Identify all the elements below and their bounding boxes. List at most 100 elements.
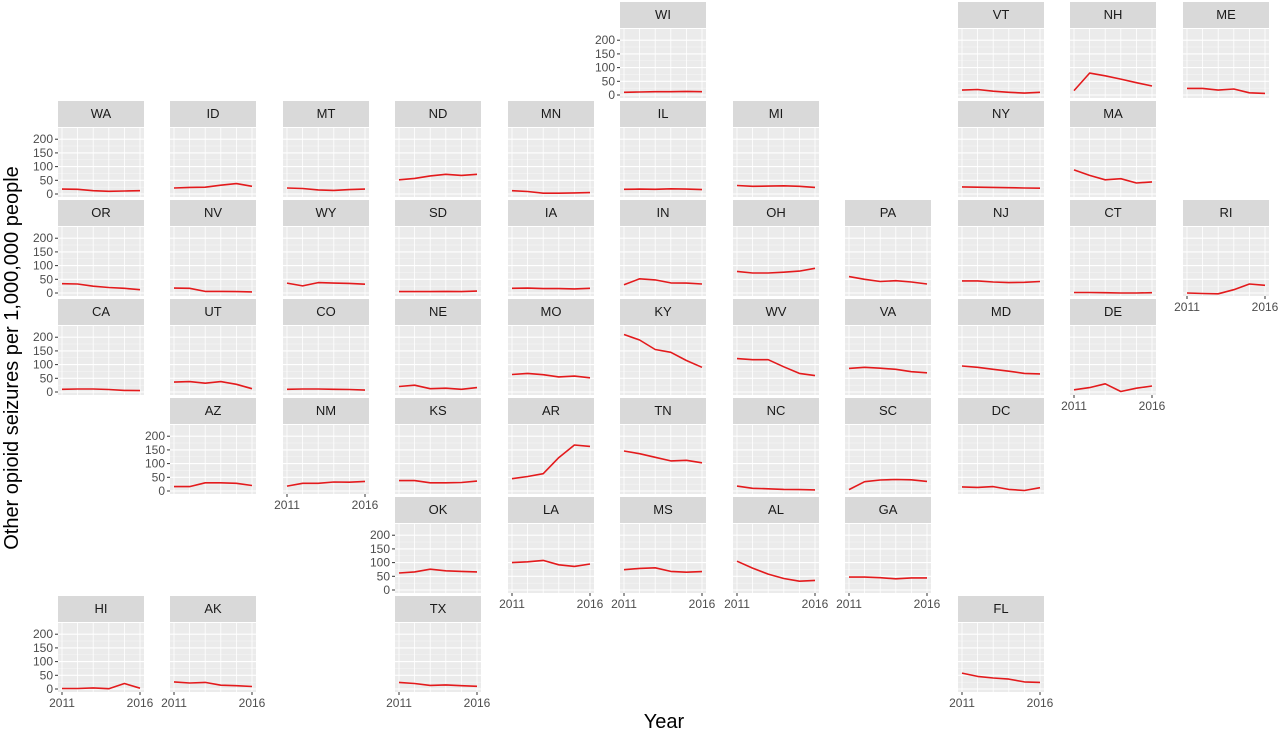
y-tick-label: 150 xyxy=(33,245,53,259)
facet-panel-background xyxy=(733,524,819,593)
series-line xyxy=(173,182,253,189)
facet-strip xyxy=(395,398,481,424)
x-axis-title: Year xyxy=(644,711,685,732)
facet-strip xyxy=(395,299,481,325)
facet-panel-background xyxy=(395,524,481,593)
facet-sd: SD xyxy=(395,200,481,296)
facet-strip-label: CO xyxy=(316,304,336,319)
series-line xyxy=(511,189,591,194)
facet-strip-label: SC xyxy=(879,403,897,418)
facet-panel-background xyxy=(620,524,706,593)
x-tick-label: 2011 xyxy=(1061,399,1087,413)
facet-panel-background xyxy=(58,326,144,395)
x-tick-label: 2011 xyxy=(274,498,300,512)
facet-strip xyxy=(620,497,706,523)
y-tick-label: 200 xyxy=(33,132,53,146)
facet-strip-label: NE xyxy=(429,304,447,319)
facet-strip xyxy=(283,299,369,325)
facet-panel-background xyxy=(845,425,931,494)
facet-strip xyxy=(508,200,594,226)
facet-strip xyxy=(1183,2,1269,28)
series-line xyxy=(623,333,703,369)
y-tick-label: 50 xyxy=(40,668,54,682)
facet-strip xyxy=(170,398,256,424)
facet-panel-background xyxy=(395,326,481,395)
x-tick-label: 2011 xyxy=(949,696,975,710)
facet-nm: NM 2011 2016 xyxy=(274,398,379,512)
facet-strip xyxy=(845,299,931,325)
facet-strip-label: MS xyxy=(653,502,673,517)
y-tick-label: 200 xyxy=(33,330,53,344)
x-tick-label: 2016 xyxy=(914,597,941,611)
facet-mt: MT xyxy=(283,101,369,197)
facet-strip-label: ME xyxy=(1216,7,1236,22)
facet-panel-background xyxy=(395,425,481,494)
facet-panel-background xyxy=(508,524,594,593)
x-tick-label: 2016 xyxy=(577,597,604,611)
facet-strip-label: IA xyxy=(545,205,558,220)
series-line xyxy=(173,287,253,293)
x-tick-label: 2011 xyxy=(611,597,637,611)
facet-strip-label: NV xyxy=(204,205,222,220)
facet-nv: NV xyxy=(170,200,256,296)
x-tick-label: 2016 xyxy=(1027,696,1054,710)
series-line xyxy=(511,372,591,379)
facet-strip-label: DE xyxy=(1104,304,1122,319)
x-tick-label: 2016 xyxy=(1252,300,1279,314)
facet-nj: NJ xyxy=(958,200,1044,296)
facet-vt: VT xyxy=(958,2,1044,98)
facet-strip-label: VA xyxy=(880,304,897,319)
facet-ak: AK 2011 2016 xyxy=(161,596,266,710)
facet-nh: NH xyxy=(1070,2,1156,98)
x-tick-label: 2011 xyxy=(499,597,525,611)
series-line xyxy=(173,681,253,688)
series-line xyxy=(398,384,478,391)
facet-panel-background xyxy=(845,524,931,593)
x-tick-label: 2016 xyxy=(464,696,491,710)
facet-strip xyxy=(845,200,931,226)
y-tick-label: 100 xyxy=(33,358,53,372)
facet-strip xyxy=(1070,2,1156,28)
facet-panel-background xyxy=(845,326,931,395)
series-line xyxy=(961,672,1041,684)
facet-strip-label: DC xyxy=(992,403,1011,418)
y-tick-label: 200 xyxy=(595,33,615,47)
y-tick-label: 0 xyxy=(46,385,53,399)
facet-strip xyxy=(1070,299,1156,325)
facet-strip xyxy=(958,596,1044,622)
series-line xyxy=(1073,382,1153,393)
facet-strip xyxy=(395,596,481,622)
facet-ut: UT xyxy=(170,299,256,395)
series-line xyxy=(398,568,478,574)
y-tick-label: 0 xyxy=(46,286,53,300)
series-line xyxy=(399,479,478,484)
series-line xyxy=(1074,291,1153,294)
y-tick-label: 150 xyxy=(33,344,53,358)
facet-panel-background xyxy=(395,128,481,197)
facet-panel-background xyxy=(733,326,819,395)
facet-strip-label: AR xyxy=(542,403,560,418)
x-tick-label: 2016 xyxy=(1139,399,1166,413)
series-line xyxy=(286,281,366,287)
facet-strip xyxy=(170,596,256,622)
facet-panel-background xyxy=(283,326,369,395)
y-tick-label: 100 xyxy=(33,259,53,273)
y-axis-title: Other opioid seizures per 1,000,000 peop… xyxy=(1,166,23,550)
facet-strip-label: MA xyxy=(1103,106,1123,121)
series-line xyxy=(962,280,1041,284)
series-line xyxy=(961,485,1041,492)
facet-nc: NC xyxy=(733,398,819,494)
facet-ri: RI 2011 2016 xyxy=(1174,200,1279,314)
y-tick-label: 100 xyxy=(145,457,165,471)
series-line xyxy=(849,576,927,580)
facet-strip-label: CA xyxy=(92,304,110,319)
facet-strip xyxy=(845,497,931,523)
facet-ma: MA xyxy=(1070,101,1156,197)
facet-strip-label: OR xyxy=(91,205,111,220)
facet-strip-label: IL xyxy=(658,106,669,121)
facet-fl: FL 2011 2016 xyxy=(949,596,1054,710)
